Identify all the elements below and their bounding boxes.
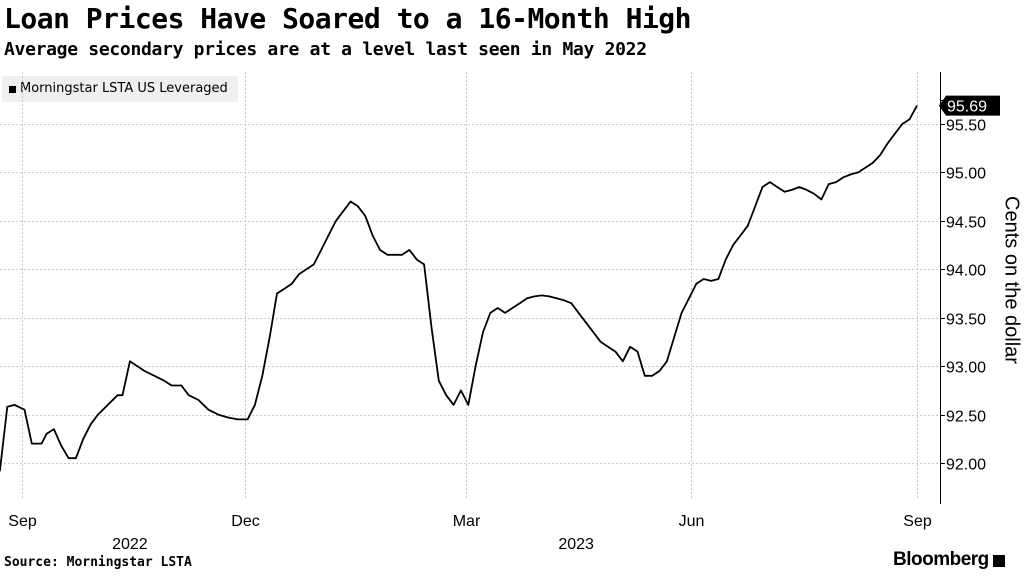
last-value-flag-bg: [939, 95, 1000, 116]
x-tick-label: Dec: [231, 513, 259, 530]
legend-swatch: [9, 85, 16, 93]
y-tick-label: 94.00: [946, 263, 986, 280]
legend: Morningstar LSTA US Leveraged: [2, 76, 238, 102]
y-tick-label: 95.00: [946, 166, 986, 183]
y-tick-label: 94.50: [946, 215, 986, 232]
x-tick-label: Jun: [679, 513, 705, 530]
x-tick-label: Sep: [8, 513, 37, 530]
series-line-morningstar-lsta: [0, 105, 918, 472]
y-tick-label: 92.50: [946, 409, 986, 426]
y-tick-label: 93.00: [946, 360, 986, 377]
source-note: Source: Morningstar LSTA: [4, 555, 192, 570]
x-tick-label: Sep: [903, 513, 932, 530]
chart-subtitle: Average secondary prices are at a level …: [4, 39, 647, 60]
last-value-label: 95.69: [947, 99, 987, 116]
legend-label: Morningstar LSTA US Leveraged: [20, 81, 228, 96]
y-tick-label: 95.50: [946, 118, 986, 135]
y-axis-label: Cents on the dollar: [1000, 196, 1023, 364]
brand-square-icon: [992, 555, 1005, 567]
bloomberg-logo: Bloomberg: [893, 549, 1005, 571]
brand-name: Bloomberg: [893, 549, 989, 570]
y-tick-label: 92.00: [946, 457, 986, 474]
x-tick-label: Mar: [453, 513, 481, 530]
x-year-label: 2023: [558, 536, 594, 553]
x-year-label: 2022: [112, 536, 148, 553]
chart-title: Loan Prices Have Soared to a 16-Month Hi…: [4, 2, 692, 35]
y-tick-label: 93.50: [946, 312, 986, 329]
last-value-flag: 95.69: [939, 95, 1000, 116]
